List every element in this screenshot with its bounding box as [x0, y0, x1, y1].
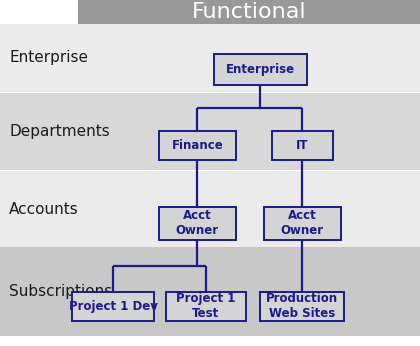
Text: Acct
Owner: Acct Owner — [176, 209, 219, 237]
Text: Finance: Finance — [171, 139, 223, 152]
FancyBboxPatch shape — [73, 291, 155, 321]
Bar — [0, 0, 78, 24]
Text: Accounts: Accounts — [9, 202, 79, 217]
FancyBboxPatch shape — [264, 207, 341, 239]
Bar — [0, 24, 420, 92]
FancyBboxPatch shape — [159, 131, 236, 160]
Bar — [0, 247, 420, 336]
FancyBboxPatch shape — [214, 54, 307, 85]
FancyBboxPatch shape — [159, 207, 236, 239]
Text: Production
Web Sites: Production Web Sites — [266, 292, 339, 320]
Text: Project 1
Test: Project 1 Test — [176, 292, 236, 320]
Text: IT: IT — [296, 139, 309, 152]
FancyBboxPatch shape — [260, 291, 344, 321]
Text: Functional: Functional — [192, 2, 306, 22]
FancyBboxPatch shape — [272, 131, 333, 160]
Text: Enterprise: Enterprise — [226, 63, 295, 76]
Bar — [0, 171, 420, 247]
Text: Enterprise: Enterprise — [9, 51, 88, 65]
Text: Acct
Owner: Acct Owner — [281, 209, 324, 237]
Text: Departments: Departments — [9, 124, 110, 139]
FancyBboxPatch shape — [166, 291, 246, 321]
Bar — [78, 0, 420, 24]
Bar — [0, 93, 420, 170]
Text: Project 1 Dev: Project 1 Dev — [69, 300, 158, 313]
Text: Subscriptions: Subscriptions — [9, 284, 113, 299]
